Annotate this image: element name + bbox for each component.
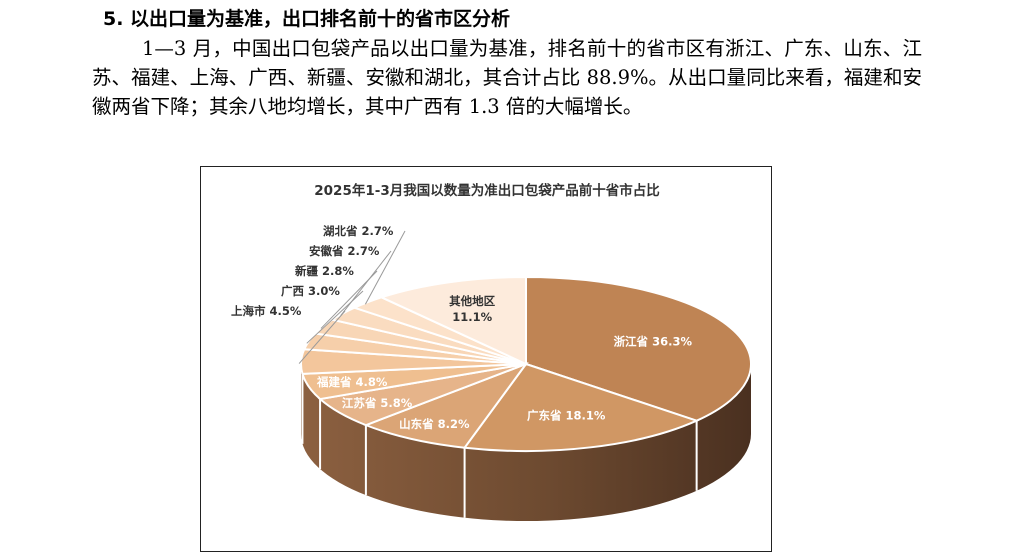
section-paragraph: 1—3 月，中国出口包袋产品以出口量为基准，排名前十的省市区有浙江、广东、山东、…	[92, 37, 922, 118]
pie-labels: 浙江省 36.3% 广东省 18.1% 山东省 8.2% 江苏省 5.8% 福建省 4.…	[231, 224, 692, 431]
pie-side-wall	[301, 364, 751, 521]
pie-slice-1	[462, 362, 700, 453]
pie-label-7: 新疆 2.8%	[295, 264, 354, 278]
pie-label-2: 山东省 8.2%	[399, 417, 470, 431]
pie-label-8: 安徽省 2.7%	[309, 244, 380, 258]
pie-leader-8	[340, 250, 392, 316]
pie-label-10-name: 其他地区	[449, 294, 495, 308]
pie-label-0: 浙江省 36.3%	[614, 334, 693, 348]
pie-label-3: 江苏省 5.8%	[342, 396, 413, 410]
pie-label-4: 福建省 4.8%	[316, 375, 388, 389]
chart-title: 2025年1-3月我国以数量为准出口包袋产品前十省市占比	[314, 182, 659, 199]
pie-label-10-value: 11.1%	[452, 310, 492, 324]
pie-label-9: 湖北省 2.7%	[323, 224, 394, 238]
pie-leader-5	[298, 310, 346, 364]
section-heading: 5. 以出口量为基准，出口排名前十的省市区分析	[103, 8, 511, 30]
pie-slice-0	[525, 275, 752, 422]
pie-slice-2	[363, 361, 529, 449]
pie-chart: 2025年1-3月我国以数量为准出口包袋产品前十省市占比 浙江省 36.3% 广东…	[231, 182, 752, 521]
pie-slice-10	[378, 275, 527, 366]
pie-sides	[301, 364, 751, 521]
pie-leader-9	[364, 230, 406, 305]
pie-label-1: 广东省 18.1%	[527, 409, 606, 423]
pie-label-5: 上海市 4.5%	[231, 304, 302, 318]
pie-chart-frame: 2025年1-3月我国以数量为准出口包袋产品前十省市占比 浙江省 36.3% 广东…	[200, 166, 772, 552]
pie-slices	[300, 275, 752, 453]
pie-label-6: 广西 3.0%	[281, 284, 340, 298]
